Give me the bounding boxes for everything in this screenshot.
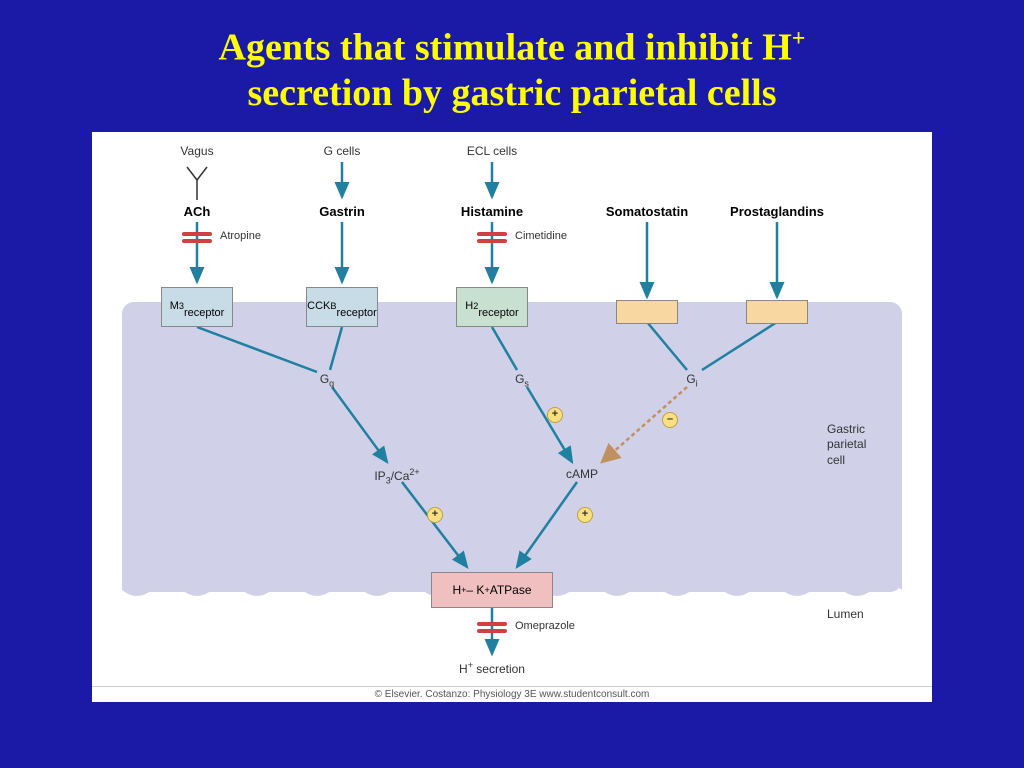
agent-gastrin: Gastrin <box>319 204 365 219</box>
receptor-h2: H2receptor <box>456 287 528 327</box>
sign-minus-gi: – <box>662 412 678 428</box>
slide-title: Agents that stimulate and inhibit H+ sec… <box>0 0 1024 117</box>
inhibitor-atropine-bars <box>182 232 212 246</box>
inhibitor-cimetidine-bars <box>477 232 507 246</box>
agent-somatostatin: Somatostatin <box>606 204 688 219</box>
agent-prostaglandins: Prostaglandins <box>730 204 824 219</box>
inhibitor-atropine: Atropine <box>220 230 261 242</box>
sign-plus-camp: + <box>577 507 593 523</box>
receptor-m3: M3receptor <box>161 287 233 327</box>
receptor-prosta <box>746 300 808 324</box>
copyright: © Elsevier. Costanzo: Physiology 3E www.… <box>92 686 932 700</box>
receptor-cckb: CCKBreceptor <box>306 287 378 327</box>
parietal-cell-body <box>122 302 902 592</box>
inhibitor-omeprazole-bars <box>477 622 507 636</box>
cell-label: Gastricparietalcell <box>827 422 866 469</box>
source-ecl: ECL cells <box>467 144 517 158</box>
agent-ach: ACh <box>184 204 211 219</box>
agent-histamine: Histamine <box>461 204 523 219</box>
inhibitor-omeprazole: Omeprazole <box>515 620 575 632</box>
receptor-somato <box>616 300 678 324</box>
source-vagus: Vagus <box>180 144 213 158</box>
inhibitor-cimetidine: Cimetidine <box>515 230 567 242</box>
camp-label: cAMP <box>566 467 598 481</box>
gi-label: Gi <box>686 372 697 388</box>
gs-label: Gs <box>515 372 529 388</box>
ip3-label: IP3/Ca2+ <box>374 467 419 485</box>
diagram: Vagus G cells ECL cells ACh Gastrin Hist… <box>92 132 932 702</box>
sign-plus-ip3: + <box>427 507 443 523</box>
lumen-label: Lumen <box>827 607 864 621</box>
atpase-box: H+– K+ ATPase <box>431 572 553 608</box>
gq-label: Gq <box>320 372 334 388</box>
h-secretion-label: H+ secretion <box>459 660 525 676</box>
source-gcells: G cells <box>324 144 361 158</box>
sign-plus-gs: + <box>547 407 563 423</box>
